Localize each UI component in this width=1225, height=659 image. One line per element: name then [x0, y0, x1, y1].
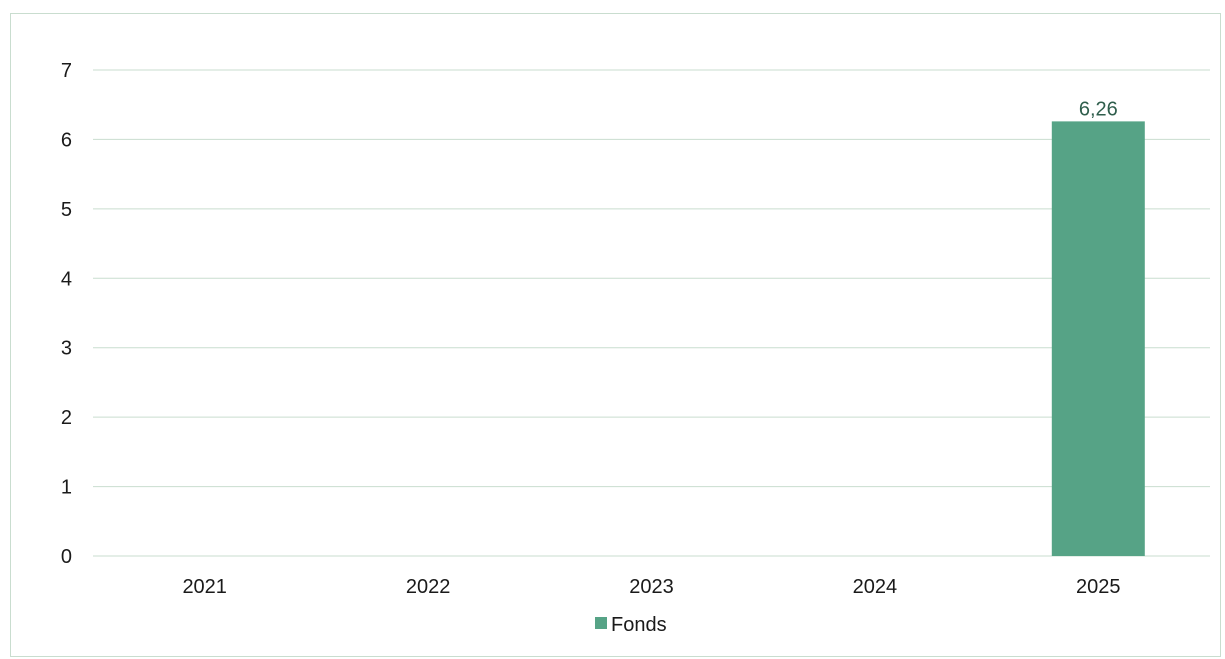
x-tick-label-2022: 2022: [406, 576, 451, 598]
x-tick-label-2024: 2024: [853, 576, 898, 598]
x-tick-label-2023: 2023: [629, 576, 674, 598]
x-tick-label-2021: 2021: [182, 576, 227, 598]
data-labels: 6,26: [1079, 98, 1118, 120]
y-axis-tick-labels: 0 1 2 3 4 5 6 7: [61, 60, 72, 568]
data-label-2025: 6,26: [1079, 98, 1118, 120]
y-tick-label-4: 4: [61, 268, 72, 290]
y-tick-label-2: 2: [61, 407, 72, 429]
gridlines: [93, 69, 1210, 557]
bar-2025: [1051, 121, 1145, 557]
y-tick-label-6: 6: [61, 129, 72, 151]
y-tick-label-5: 5: [61, 199, 72, 221]
y-tick-label-7: 7: [61, 60, 72, 82]
x-tick-label-2025: 2025: [1076, 576, 1121, 598]
legend-swatch-fonds: [595, 617, 607, 629]
y-tick-label-0: 0: [61, 546, 72, 568]
y-tick-label-3: 3: [61, 338, 72, 360]
bars: [1051, 121, 1145, 557]
chart-frame: [10, 13, 1221, 657]
x-axis-tick-labels: 2021 2022 2023 2024 2025: [182, 576, 1120, 598]
legend-label-fonds: Fonds: [611, 614, 667, 636]
y-tick-label-1: 1: [61, 477, 72, 499]
legend: Fonds: [595, 614, 667, 636]
